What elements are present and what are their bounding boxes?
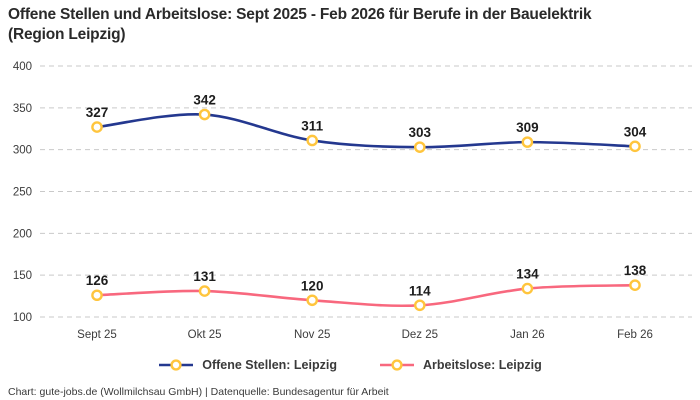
y-tick-label: 300 [13, 145, 32, 157]
x-tick-label: Jan 26 [510, 329, 545, 341]
data-point-marker [629, 140, 641, 153]
legend-label: Offene Stellen: Leipzig [202, 358, 337, 372]
chart-footer: Chart: gute-jobs.de (Wollmilchsau GmbH) … [8, 386, 389, 398]
data-point-marker [91, 121, 103, 133]
line-chart: 100 150 200 250 300 350 400 Sept 25 Okt 25 Nov 25… [13, 61, 692, 341]
data-point-marker [91, 289, 103, 302]
data-point-label: 303 [409, 125, 432, 140]
y-tick-label: 250 [13, 187, 32, 199]
series-line [95, 112, 637, 149]
x-tick-label: Sept 25 [77, 329, 117, 341]
y-tick-label: 100 [13, 312, 32, 324]
data-point-label: 327 [86, 105, 109, 120]
legend-item-2: Arbeitslose: Leipzig [379, 358, 542, 372]
data-point-marker [413, 141, 426, 153]
data-point-label: 134 [516, 267, 539, 282]
x-tick-label: Feb 26 [617, 329, 653, 341]
data-point-marker [306, 134, 319, 147]
data-point-label: 120 [301, 278, 324, 293]
data-point-label: 311 [301, 118, 323, 133]
chart-legend: Offene Stellen: Leipzig Arbeitslose: Leip… [0, 358, 700, 372]
data-point-label: 342 [193, 93, 216, 108]
data-point-marker [413, 299, 426, 312]
x-tick-label: Dez 25 [402, 329, 438, 341]
data-point-label: 309 [516, 120, 539, 135]
data-point-marker [306, 294, 319, 307]
data-point-marker [198, 108, 211, 121]
y-tick-label: 350 [13, 103, 32, 115]
x-tick-label: Okt 25 [188, 329, 222, 341]
chart-title: Offene Stellen und Arbeitslose: Sept 202… [8, 6, 592, 44]
data-point-label: 131 [193, 269, 216, 284]
data-point-marker [629, 279, 641, 292]
y-tick-label: 400 [13, 61, 32, 73]
legend-marker-icon [159, 359, 194, 371]
data-point-label: 304 [624, 124, 647, 139]
data-point-marker [521, 282, 534, 295]
series-line [95, 283, 637, 308]
data-point-marker [521, 136, 534, 148]
data-point-label: 126 [86, 273, 109, 288]
legend-item-1: Offene Stellen: Leipzig [158, 358, 337, 372]
legend-marker-icon [379, 359, 414, 371]
x-tick-label: Nov 25 [294, 329, 330, 341]
data-point-label: 138 [624, 263, 647, 278]
y-tick-label: 150 [13, 270, 32, 282]
data-point-label: 114 [409, 283, 431, 298]
data-point-marker [198, 285, 211, 297]
y-tick-label: 200 [13, 228, 32, 240]
legend-label: Arbeitslose: Leipzig [422, 358, 542, 372]
